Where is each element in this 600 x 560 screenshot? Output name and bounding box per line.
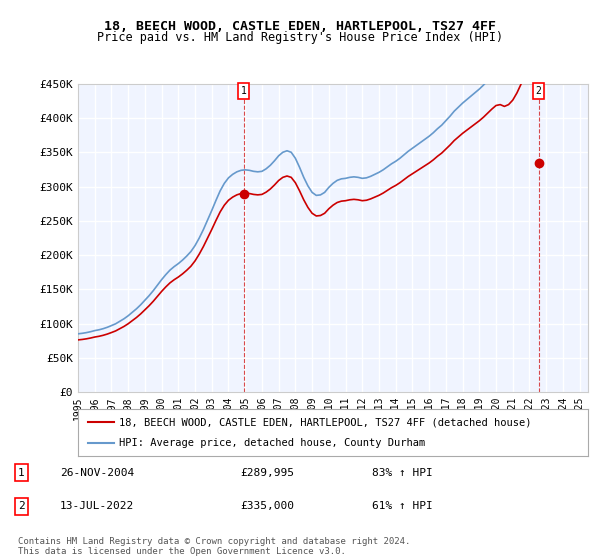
Text: HPI: Average price, detached house, County Durham: HPI: Average price, detached house, Coun… (119, 438, 425, 448)
Text: 18, BEECH WOOD, CASTLE EDEN, HARTLEPOOL, TS27 4FF: 18, BEECH WOOD, CASTLE EDEN, HARTLEPOOL,… (104, 20, 496, 32)
Text: 1: 1 (241, 86, 247, 96)
Text: £289,995: £289,995 (240, 468, 294, 478)
Text: 2: 2 (536, 86, 541, 96)
Text: £335,000: £335,000 (240, 501, 294, 511)
Text: 13-JUL-2022: 13-JUL-2022 (60, 501, 134, 511)
Text: Contains HM Land Registry data © Crown copyright and database right 2024.: Contains HM Land Registry data © Crown c… (18, 538, 410, 547)
Text: 18, BEECH WOOD, CASTLE EDEN, HARTLEPOOL, TS27 4FF (detached house): 18, BEECH WOOD, CASTLE EDEN, HARTLEPOOL,… (119, 417, 532, 427)
Text: 1: 1 (18, 468, 25, 478)
Text: 61% ↑ HPI: 61% ↑ HPI (372, 501, 433, 511)
Text: 2: 2 (18, 501, 25, 511)
Text: 26-NOV-2004: 26-NOV-2004 (60, 468, 134, 478)
Text: 83% ↑ HPI: 83% ↑ HPI (372, 468, 433, 478)
Text: This data is licensed under the Open Government Licence v3.0.: This data is licensed under the Open Gov… (18, 548, 346, 557)
Text: Price paid vs. HM Land Registry's House Price Index (HPI): Price paid vs. HM Land Registry's House … (97, 31, 503, 44)
